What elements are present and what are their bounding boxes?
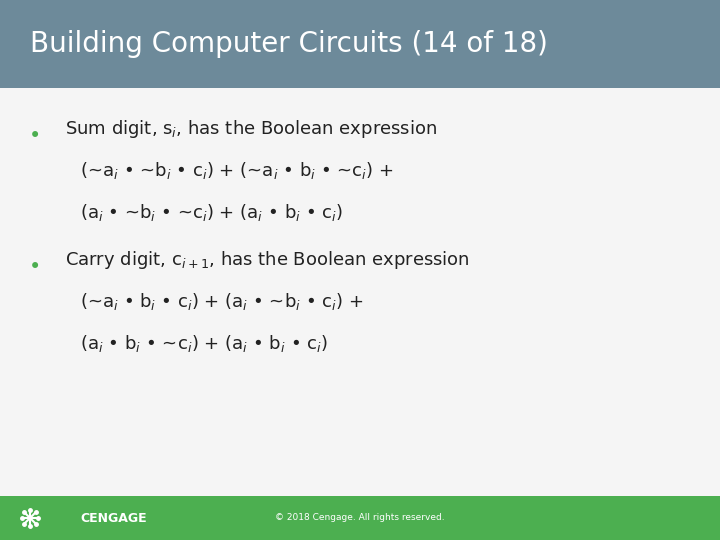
Bar bbox=[0, 496, 720, 540]
Text: •: • bbox=[29, 257, 41, 277]
Text: Carry digit, c$_{i+1}$, has the Boolean expression: Carry digit, c$_{i+1}$, has the Boolean … bbox=[65, 249, 470, 271]
Text: Sum digit, s$_i$, has the Boolean expression: Sum digit, s$_i$, has the Boolean expres… bbox=[65, 118, 437, 140]
Text: CENGAGE: CENGAGE bbox=[80, 511, 147, 524]
Text: (a$_i$ • ~b$_i$ • ~c$_i$) + (a$_i$ • b$_i$ • c$_i$): (a$_i$ • ~b$_i$ • ~c$_i$) + (a$_i$ • b$_… bbox=[80, 202, 343, 223]
Text: Building Computer Circuits (14 of 18): Building Computer Circuits (14 of 18) bbox=[30, 30, 548, 58]
Text: (~a$_i$ • ~b$_i$ • c$_i$) + (~a$_i$ • b$_i$ • ~c$_i$) +: (~a$_i$ • ~b$_i$ • c$_i$) + (~a$_i$ • b$… bbox=[80, 160, 394, 181]
Bar bbox=[0, 0, 720, 88]
Text: (a$_i$ • b$_i$ • ~c$_i$) + (a$_i$ • b$_i$ • c$_i$): (a$_i$ • b$_i$ • ~c$_i$) + (a$_i$ • b$_i… bbox=[80, 333, 328, 354]
Text: © 2018 Cengage. All rights reserved.: © 2018 Cengage. All rights reserved. bbox=[275, 514, 445, 523]
Text: •: • bbox=[29, 126, 41, 146]
Text: (~a$_i$ • b$_i$ • c$_i$) + (a$_i$ • ~b$_i$ • c$_i$) +: (~a$_i$ • b$_i$ • c$_i$) + (a$_i$ • ~b$_… bbox=[80, 291, 364, 312]
